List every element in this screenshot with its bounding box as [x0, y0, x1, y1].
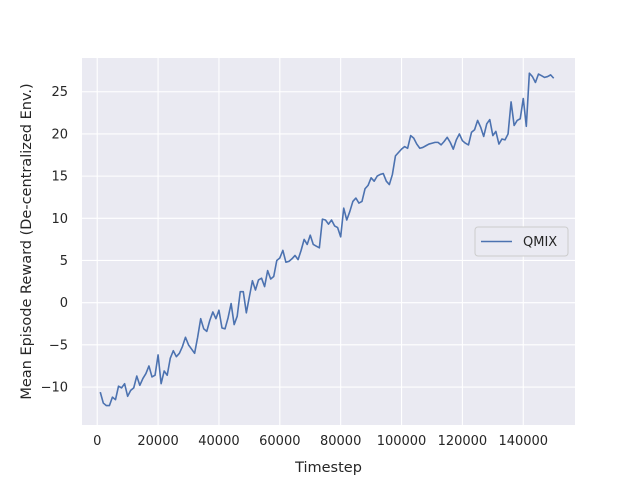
x-tick-label: 120000	[438, 434, 488, 449]
x-tick-label: 60000	[259, 434, 300, 449]
series-layer	[99, 72, 555, 407]
x-tick-label: 80000	[320, 434, 361, 449]
y-tick-label: 25	[51, 85, 68, 100]
legend-box	[474, 226, 569, 257]
y-tick-label: 5	[60, 254, 68, 269]
x-tick-label: 20000	[137, 434, 178, 449]
x-tick-label: 100000	[377, 434, 427, 449]
x-tick-label: 40000	[198, 434, 239, 449]
y-tick-label: 15	[51, 170, 68, 185]
x-tick-label: 0	[93, 434, 101, 449]
x-axis-label: Timestep	[294, 460, 362, 476]
series-line-qmix	[99, 72, 555, 407]
grid	[82, 58, 575, 425]
y-axis-label: Mean Episode Reward (De-centralized Env.…	[19, 83, 35, 399]
y-tick-label: 20	[51, 127, 68, 142]
legend-label-qmix: QMIX	[523, 235, 557, 250]
y-tick-label: 0	[60, 296, 68, 311]
y-tick-label: −5	[49, 338, 68, 353]
y-tick-label: 10	[51, 212, 68, 227]
y-tick-label: −10	[41, 381, 68, 396]
x-tick-label: 140000	[498, 434, 548, 449]
legend[interactable]: QMIX	[474, 226, 569, 257]
tick-labels: 0 20000 40000 60000 80000 100000 120000 140000 −…	[41, 85, 549, 449]
